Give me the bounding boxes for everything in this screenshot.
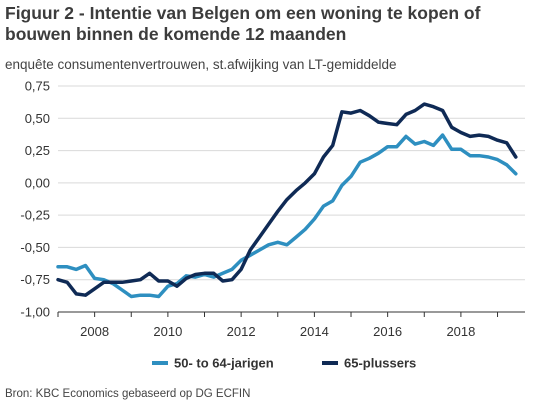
y-tick-label: 0,00 xyxy=(25,175,50,190)
x-tick-label: 2018 xyxy=(446,324,475,339)
x-tick-label: 2016 xyxy=(373,324,402,339)
series-line-1 xyxy=(56,133,518,299)
y-tick-label: 0,75 xyxy=(25,79,50,94)
legend-label-1: 50- to 64-jarigen xyxy=(174,356,274,371)
series-lines xyxy=(56,102,518,299)
x-tick-label: 2008 xyxy=(80,324,109,339)
chart-title: Figuur 2 - Intentie van Belgen om een wo… xyxy=(5,3,481,44)
y-tick-label: -0,25 xyxy=(20,208,50,223)
x-tick-label: 2012 xyxy=(227,324,256,339)
legend-label-2: 65-plussers xyxy=(344,356,416,371)
y-tick-label: -0,50 xyxy=(20,240,50,255)
y-axis-ticks: 0,75 0,50 0,25 0,00 -0,25 -0,50 -0,75 -1,00 xyxy=(20,79,50,320)
x-tick-label: 2010 xyxy=(153,324,182,339)
series-line-2 xyxy=(56,102,518,297)
x-axis-ticks: 2008 2010 2012 2014 2016 2018 xyxy=(57,311,525,339)
chart-subtitle: enquête consumentenvertrouwen, st.afwijk… xyxy=(5,57,397,72)
y-tick-label: -1,00 xyxy=(20,305,50,320)
legend: 50- to 64-jarigen 65-plussers xyxy=(152,356,416,371)
y-tick-label: 0,50 xyxy=(25,111,50,126)
x-tick-label: 2014 xyxy=(300,324,329,339)
y-tick-label: 0,25 xyxy=(25,143,50,158)
source-note: Bron: KBC Economics gebaseerd op DG ECFI… xyxy=(5,388,251,400)
gridlines xyxy=(58,85,525,313)
y-tick-label: -0,75 xyxy=(20,272,50,287)
